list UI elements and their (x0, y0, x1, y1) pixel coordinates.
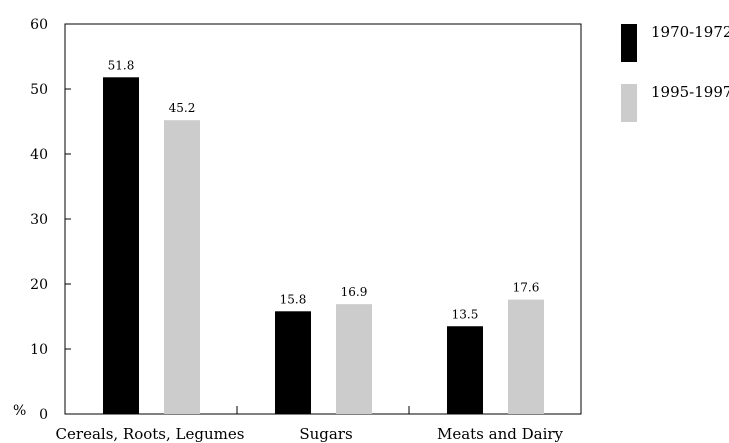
y-tick-label: 0 (39, 407, 48, 423)
legend-swatch (621, 84, 637, 122)
y-axis-unit-label: % (13, 403, 26, 419)
y-tick-label: 60 (30, 17, 48, 33)
bar-series2 (508, 299, 544, 414)
bar-value-label: 17.6 (513, 281, 540, 295)
bar-series1 (447, 326, 483, 414)
plot-frame-layer (64, 23, 582, 415)
y-tick-label: 50 (30, 82, 48, 98)
plot-frame (64, 23, 582, 415)
y-axis-ticks: 0 10 20 30 40 50 60 (30, 17, 71, 423)
y-tick-label: 30 (30, 212, 48, 228)
legend-swatch (621, 24, 637, 62)
legend-label: 1970-1972 (651, 23, 729, 41)
category-labels: Cereals, Roots, Legumes Sugars Meats and D… (56, 425, 564, 443)
y-tick-label: 20 (30, 277, 48, 293)
y-tick-label: 40 (30, 147, 48, 163)
x-category-label: Cereals, Roots, Legumes (56, 425, 245, 443)
bar-value-label: 45.2 (169, 101, 196, 115)
data-labels: 51.8 45.2 15.8 16.9 13.5 17.6 (108, 58, 540, 321)
bar-series1 (275, 311, 311, 414)
y-tick-label: 10 (30, 342, 48, 358)
legend-label: 1995-1997 (651, 83, 729, 101)
bars (103, 77, 544, 415)
bar-series1 (103, 77, 139, 415)
legend: 1970-1972 1995-1997 (621, 23, 729, 122)
bar-series2 (336, 304, 372, 414)
bar-value-label: 51.8 (108, 58, 135, 72)
x-category-label: Meats and Dairy (437, 425, 564, 443)
bar-series2 (164, 120, 200, 414)
bar-value-label: 13.5 (452, 307, 479, 321)
bar-value-label: 16.9 (341, 285, 368, 299)
x-category-label: Sugars (299, 425, 352, 443)
bar-value-label: 15.8 (280, 292, 307, 306)
